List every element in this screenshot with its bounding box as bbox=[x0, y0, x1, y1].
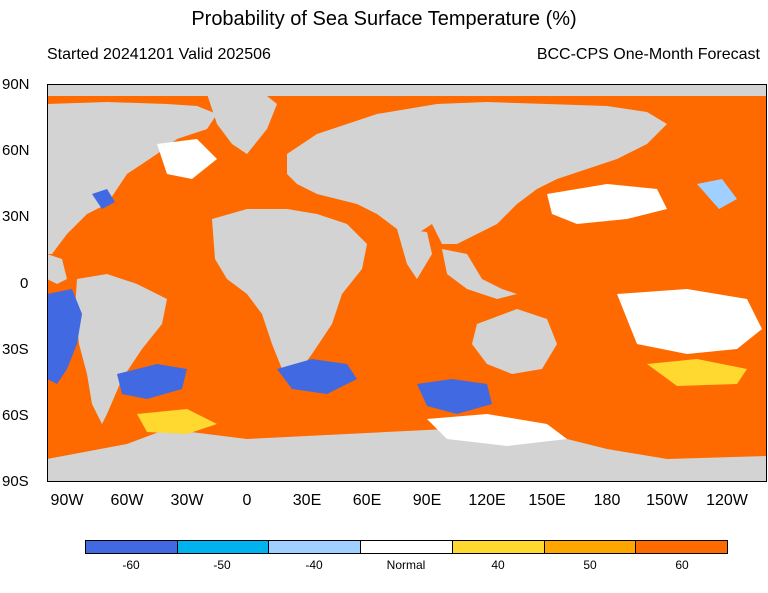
colorbar-cell-minus-60 bbox=[86, 541, 178, 553]
lon-label-90w: 90W bbox=[50, 492, 84, 509]
colorbar-label-minus-40: -40 bbox=[305, 558, 323, 572]
lon-label-150w: 150W bbox=[646, 492, 688, 509]
lat-label-30n: 30N bbox=[2, 208, 30, 225]
normal-patch-north-pacific bbox=[547, 184, 667, 224]
lon-label-30e: 30E bbox=[292, 492, 322, 509]
lat-label-60s: 60S bbox=[2, 407, 29, 424]
weak-cold-patch-pacific bbox=[697, 179, 737, 209]
colorbar-label-normal: Normal bbox=[386, 558, 426, 572]
colorbar-cell-minus-40 bbox=[269, 541, 362, 553]
lat-label-60n: 60N bbox=[2, 142, 30, 159]
land-eurasia bbox=[287, 102, 667, 244]
land-africa bbox=[212, 209, 367, 374]
lon-label-60e: 60E bbox=[352, 492, 382, 509]
forecast-source: BCC-CPS One-Month Forecast bbox=[536, 46, 760, 63]
lat-label-30s: 30S bbox=[2, 341, 29, 358]
land-south-america bbox=[75, 274, 167, 424]
lat-label-90s: 90S bbox=[2, 473, 29, 490]
lon-label-150e: 150E bbox=[528, 492, 566, 509]
lon-label-60w: 60W bbox=[110, 492, 144, 509]
land-se-asia bbox=[442, 249, 517, 299]
lon-label-30w: 30W bbox=[170, 492, 204, 509]
cold-patch-south-indian-west bbox=[277, 359, 357, 394]
lon-label-120e: 120E bbox=[468, 492, 506, 509]
colorbar-cell-40 bbox=[452, 541, 545, 553]
lon-label-90e: 90E bbox=[412, 492, 442, 509]
lon-label-180: 180 bbox=[593, 492, 621, 509]
normal-patch-southern-ocean bbox=[427, 414, 567, 446]
cold-patch-north-atlantic bbox=[92, 189, 115, 209]
colorbar-cell-minus-50 bbox=[177, 541, 270, 553]
lat-label-90n: 90N bbox=[2, 76, 30, 93]
colorbar-cell-50 bbox=[544, 541, 637, 553]
forecast-dates: Started 20241201 Valid 202506 bbox=[47, 46, 271, 63]
colorbar-label-minus-60: -60 bbox=[122, 558, 140, 572]
colorbar-label-minus-50: -50 bbox=[213, 558, 231, 572]
normal-patch-southeast-pacific bbox=[617, 289, 762, 354]
colorbar bbox=[85, 540, 728, 554]
land-arctic bbox=[47, 84, 767, 96]
colorbar-label-50: 50 bbox=[583, 558, 597, 572]
cold-patch-south-indian-east bbox=[417, 379, 492, 414]
colorbar-cell-60 bbox=[636, 541, 728, 553]
normal-patch-labrador bbox=[157, 139, 217, 179]
map-title: Probability of Sea Surface Temperature (… bbox=[191, 8, 577, 30]
cold-patch-southeast-pacific bbox=[47, 289, 82, 384]
land-australia bbox=[472, 309, 557, 374]
land-antarctica bbox=[47, 429, 767, 482]
colorbar-label-60: 60 bbox=[675, 558, 689, 572]
lon-label-0: 0 bbox=[242, 492, 252, 509]
sst-probability-map bbox=[47, 84, 767, 482]
weak-warm-patch-south-pacific bbox=[647, 359, 747, 386]
lon-label-120w: 120W bbox=[706, 492, 748, 509]
cold-patch-south-atlantic bbox=[117, 364, 187, 399]
land-india bbox=[397, 229, 432, 279]
colorbar-label-40: 40 bbox=[491, 558, 505, 572]
land-greenland bbox=[207, 92, 277, 154]
lat-label-0: 0 bbox=[20, 275, 29, 292]
land-north-america bbox=[47, 102, 217, 254]
land-central-america bbox=[47, 254, 67, 284]
weak-warm-patch-southern-atlantic bbox=[137, 409, 217, 434]
colorbar-cell-normal bbox=[361, 541, 453, 553]
